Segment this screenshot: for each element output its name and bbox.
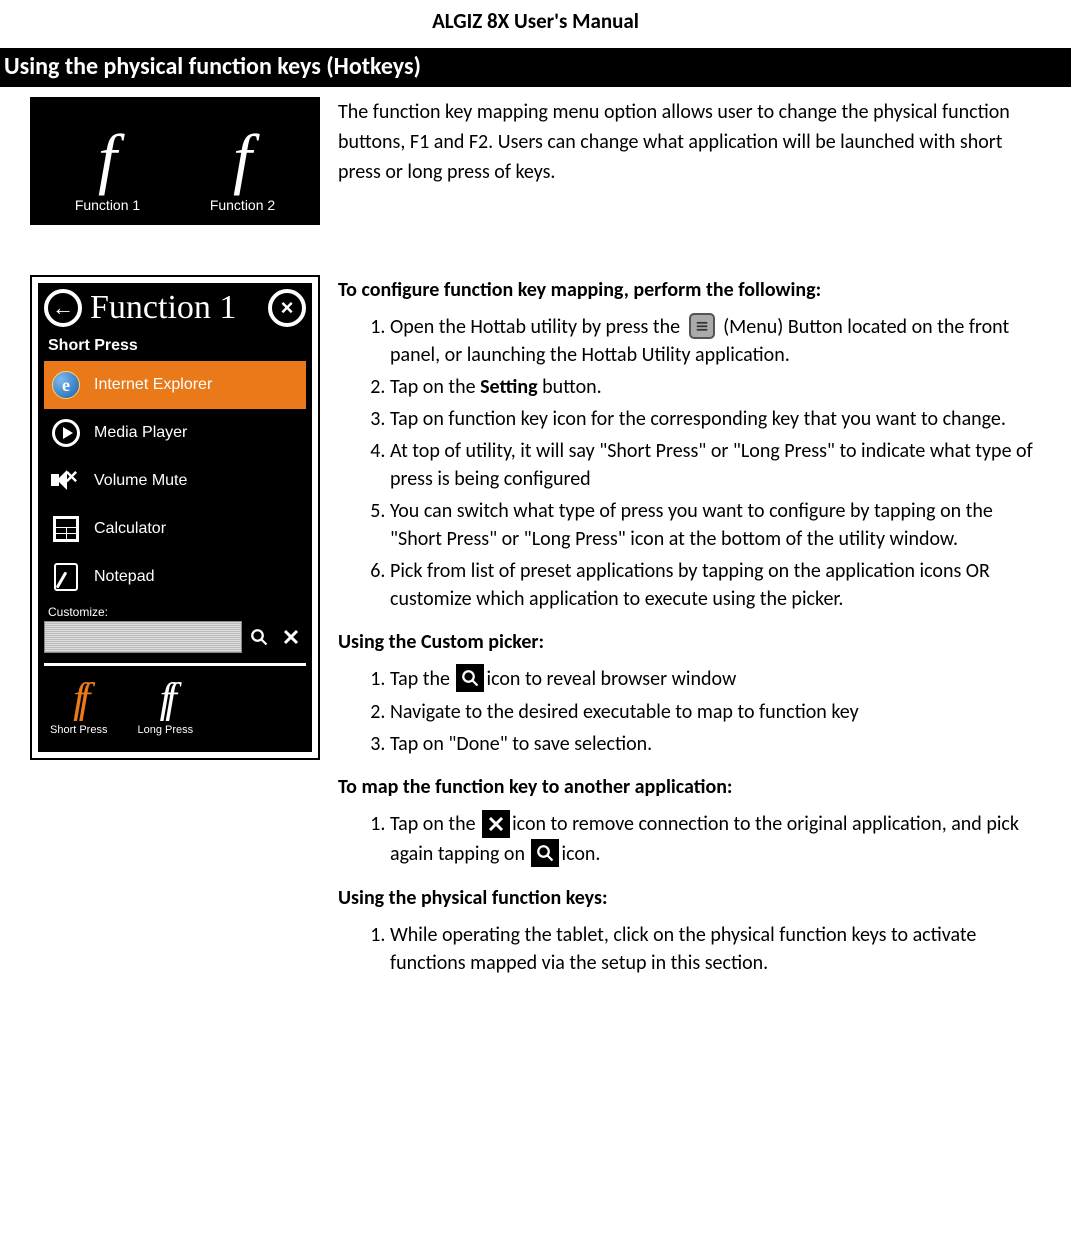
list-item: Open the Hottab utility by press the (Me… xyxy=(390,313,1047,369)
section-heading: Using the physical function keys (Hotkey… xyxy=(0,48,1071,87)
list-item: Pick from list of preset applications by… xyxy=(390,557,1047,613)
app-row-calculator[interactable]: Calculator xyxy=(44,505,306,553)
close-button[interactable]: × xyxy=(268,289,306,327)
notepad-icon xyxy=(54,563,78,591)
configure-heading: To configure function key mapping, perfo… xyxy=(338,275,1047,305)
short-press-label: Short Press xyxy=(50,724,107,736)
step-text-bold: Setting xyxy=(480,375,538,399)
app-row-volume-mute[interactable]: Volume Mute xyxy=(44,457,306,505)
app-row-media-player[interactable]: Media Player xyxy=(44,409,306,457)
list-item: Tap on "Done" to save selection. xyxy=(390,730,1047,758)
step-text: icon to reveal browser window xyxy=(486,667,736,691)
f-icon: f xyxy=(210,128,275,189)
list-item: Tap on the icon to remove connection to … xyxy=(390,810,1047,868)
list-item: Tap on function key icon for the corresp… xyxy=(390,405,1047,433)
x-icon xyxy=(282,628,300,646)
step-text: Tap on the xyxy=(390,375,480,399)
intro-paragraph: The function key mapping menu option all… xyxy=(338,97,1047,187)
browse-button[interactable] xyxy=(242,621,274,653)
menu-icon xyxy=(689,313,715,339)
app-label: Calculator xyxy=(94,520,166,538)
document-title: ALGIZ 8X User's Manual xyxy=(0,8,1071,34)
figure-function-icons: f Function 1 f Function 2 xyxy=(30,97,320,225)
customize-label: Customize: xyxy=(48,605,306,619)
back-button[interactable]: ← xyxy=(44,289,82,327)
function1-label: Function 1 xyxy=(75,197,140,213)
x-icon xyxy=(482,810,510,838)
press-mode-label: Short Press xyxy=(48,337,306,355)
app-row-notepad[interactable]: Notepad xyxy=(44,553,306,601)
calculator-icon xyxy=(53,516,79,542)
app-label: Internet Explorer xyxy=(94,376,212,394)
custom-picker-heading: Using the Custom picker: xyxy=(338,627,1047,657)
play-icon xyxy=(52,419,80,447)
step-text: Open the Hottab utility by press the xyxy=(390,315,685,339)
app-label: Notepad xyxy=(94,568,155,586)
long-press-tab[interactable]: ff Long Press xyxy=(137,678,193,736)
list-item: You can switch what type of press you wa… xyxy=(390,497,1047,553)
ff-icon: ff xyxy=(137,678,193,720)
app-row-internet-explorer[interactable]: Internet Explorer xyxy=(44,361,306,409)
function1-icon-block: f Function 1 xyxy=(75,128,140,213)
mute-icon xyxy=(51,466,81,496)
list-item: Navigate to the desired executable to ma… xyxy=(390,698,1047,726)
ie-icon xyxy=(52,371,80,399)
function2-label: Function 2 xyxy=(210,197,275,213)
using-keys-steps: While operating the tablet, click on the… xyxy=(338,921,1047,977)
clear-button[interactable] xyxy=(274,621,306,653)
remap-heading: To map the function key to another appli… xyxy=(338,772,1047,802)
step-text: icon. xyxy=(561,842,600,866)
app-label: Volume Mute xyxy=(94,472,187,490)
divider xyxy=(44,663,306,666)
step-text: Tap on the xyxy=(390,812,480,836)
figure-hottab-function1: ← Function 1 × Short Press Internet Expl… xyxy=(30,275,320,760)
app-label: Media Player xyxy=(94,424,187,442)
function2-icon-block: f Function 2 xyxy=(210,128,275,213)
list-item: Tap on the Setting button. xyxy=(390,373,1047,401)
using-keys-heading: Using the physical function keys: xyxy=(338,883,1047,913)
list-item: At top of utility, it will say "Short Pr… xyxy=(390,437,1047,493)
list-item: Tap the icon to reveal browser window xyxy=(390,665,1047,694)
search-icon xyxy=(250,628,268,646)
short-press-tab[interactable]: ff Short Press xyxy=(50,678,107,736)
panel-title: Function 1 xyxy=(90,289,260,327)
long-press-label: Long Press xyxy=(137,724,193,736)
step-text: Tap the xyxy=(390,667,454,691)
ff-icon: ff xyxy=(50,678,107,720)
step-text: button. xyxy=(538,375,602,399)
customize-path-input[interactable] xyxy=(44,621,242,653)
search-icon xyxy=(456,664,484,692)
configure-steps: Open the Hottab utility by press the (Me… xyxy=(338,313,1047,613)
f-icon: f xyxy=(75,128,140,189)
list-item: While operating the tablet, click on the… xyxy=(390,921,1047,977)
remap-steps: Tap on the icon to remove connection to … xyxy=(338,810,1047,868)
search-icon xyxy=(531,839,559,867)
custom-picker-steps: Tap the icon to reveal browser window Na… xyxy=(338,665,1047,758)
